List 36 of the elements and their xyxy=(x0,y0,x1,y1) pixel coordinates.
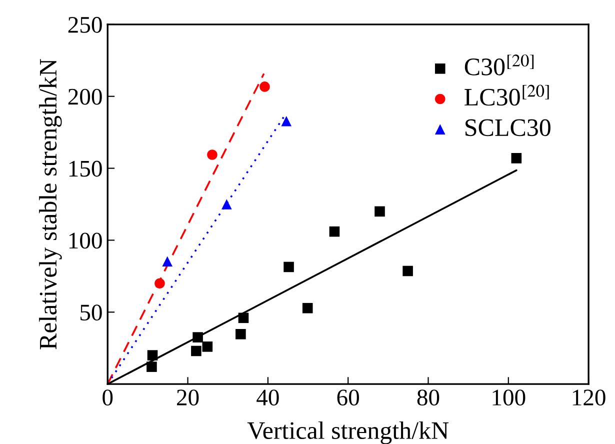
point xyxy=(260,82,270,92)
point xyxy=(222,199,232,210)
x-tick-label: 40 xyxy=(256,390,279,406)
point xyxy=(284,262,294,272)
legend-label: LC30$^{[20]}$ xyxy=(464,84,549,106)
point xyxy=(329,226,340,237)
x-tick-label: 120 xyxy=(572,390,606,406)
point xyxy=(192,332,203,342)
point xyxy=(146,362,157,372)
point xyxy=(374,206,385,217)
y-tick-label: 200 xyxy=(68,88,102,105)
x-tick-label: 60 xyxy=(337,390,359,406)
y-axis-title: Relatively stable strength/kN xyxy=(39,59,62,350)
x-axis-title: Vertical strength/kN xyxy=(247,421,449,444)
point xyxy=(207,150,218,160)
x-tick-label: 80 xyxy=(417,390,440,406)
point xyxy=(281,116,292,126)
x-tick-label: 100 xyxy=(492,390,526,406)
y-tick-label: 100 xyxy=(69,232,102,249)
point xyxy=(147,350,158,360)
legend-label: C30$^{[20]}$ xyxy=(464,54,534,76)
point xyxy=(402,266,413,276)
y-tick-label: 50 xyxy=(80,304,102,321)
point xyxy=(511,153,522,164)
x-tick-label: 0 xyxy=(102,390,113,406)
x-tick-label: 20 xyxy=(177,390,199,406)
point xyxy=(238,312,249,324)
point xyxy=(162,256,172,266)
y-tick-label: 250 xyxy=(68,16,102,33)
point xyxy=(302,302,313,314)
y-tick-label: 150 xyxy=(69,160,102,177)
point xyxy=(154,278,165,289)
legend-label: SCLC30 xyxy=(466,119,550,136)
point xyxy=(191,346,202,356)
point xyxy=(236,328,246,340)
point xyxy=(202,342,213,352)
